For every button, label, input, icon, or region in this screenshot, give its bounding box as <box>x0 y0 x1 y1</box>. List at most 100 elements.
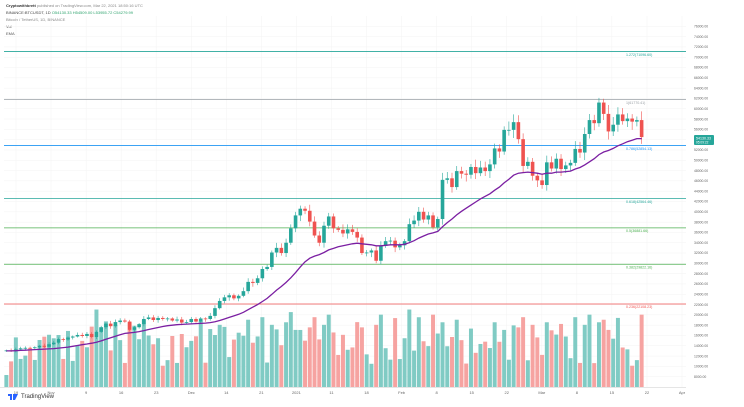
fib-level-label: 0.5(36881.66) <box>626 229 648 233</box>
candle-body <box>360 237 364 254</box>
candle-body <box>184 322 189 323</box>
volume-bar <box>639 314 644 387</box>
y-tick-label: 36000.00 <box>694 231 708 235</box>
ohlc-values: O54130.33 H54509.00 L53955.72 C54279.99 <box>51 10 133 15</box>
volume-bar <box>431 314 436 387</box>
candle-body <box>625 118 630 122</box>
grid-lines <box>4 16 686 387</box>
volume-bar <box>506 359 511 387</box>
volume-bar <box>255 336 260 387</box>
volume-bar <box>165 360 170 387</box>
candle-body <box>56 339 61 343</box>
candle-body <box>549 162 554 169</box>
candle-body <box>70 336 75 338</box>
candle-body <box>23 347 28 349</box>
candle-body <box>322 225 326 243</box>
candle-body <box>156 317 160 321</box>
volume-bar <box>388 359 393 387</box>
author-name[interactable]: Cryptowithbrett <box>6 3 36 8</box>
volume-bar <box>464 363 469 387</box>
y-tick-label: 52000.00 <box>694 148 708 152</box>
candle-body <box>51 342 56 345</box>
candle-body <box>563 165 568 170</box>
volume-bar <box>170 335 175 387</box>
volume-bar <box>549 330 554 387</box>
candle-body <box>260 269 265 279</box>
candle-body <box>161 317 165 319</box>
candle-body <box>104 323 108 328</box>
volume-bar <box>606 329 611 387</box>
candle-body <box>379 245 383 261</box>
y-tick-label: 76000.00 <box>694 25 708 29</box>
volume-bar <box>412 350 417 387</box>
candle-body <box>331 216 336 229</box>
volume-bar <box>137 339 142 387</box>
y-tick-label: 30000.00 <box>694 262 708 266</box>
candle-body <box>559 158 563 170</box>
tradingview-logo[interactable]: TradingView <box>8 393 54 401</box>
candle-body <box>597 102 601 124</box>
candle-body <box>511 122 516 130</box>
candle-body <box>526 161 530 166</box>
volume-bar <box>303 340 308 387</box>
volume-bar <box>66 330 70 387</box>
x-tick-label: 8 <box>436 390 439 395</box>
volume-bar <box>141 319 146 387</box>
candle-body <box>303 208 307 211</box>
candle-body <box>89 333 94 338</box>
y-tick-label: 12000.00 <box>694 354 708 358</box>
fib-level-label: 0.382(29822.16) <box>626 265 652 269</box>
candle-body <box>492 148 497 165</box>
volume-bar <box>231 339 236 387</box>
x-tick-label: 19 <box>14 390 19 395</box>
candle-body <box>232 295 236 299</box>
x-tick-label: 11 <box>329 390 334 395</box>
volume-bars <box>4 309 644 387</box>
candle-body <box>279 247 284 254</box>
volume-bar <box>179 334 184 387</box>
x-tick-label: Nov <box>47 390 54 395</box>
volume-bar <box>260 317 265 387</box>
y-tick-label: 62000.00 <box>694 97 708 101</box>
candle-body <box>639 120 644 138</box>
volume-bar <box>416 317 421 387</box>
volume-bar <box>94 309 99 387</box>
candle-body <box>94 331 99 338</box>
volume-bar <box>326 314 331 387</box>
volume-bar <box>440 322 445 387</box>
volume-bar <box>99 327 104 387</box>
volume-bar <box>23 355 28 387</box>
candle-body <box>85 333 89 336</box>
volume-bar <box>601 319 606 387</box>
volume-bar <box>194 336 198 387</box>
candle-body <box>516 122 521 140</box>
candle-body <box>601 102 606 114</box>
candle-body <box>369 250 374 253</box>
x-tick-label: 23 <box>154 390 159 395</box>
y-tick-label: 70000.00 <box>694 55 708 59</box>
volume-bar <box>127 322 132 387</box>
candle-body <box>170 318 175 321</box>
volume-bar <box>559 323 564 387</box>
volume-bar <box>203 362 208 387</box>
y-tick-label: 8000.00 <box>694 375 706 379</box>
volume-bar <box>502 329 507 387</box>
fib-level-label: 1.272(71096.60) <box>626 53 652 57</box>
candle-body <box>80 334 85 336</box>
candle-body <box>14 349 18 351</box>
volume-bar <box>208 329 213 387</box>
volume-bar <box>511 325 516 387</box>
candle-body <box>61 339 66 340</box>
tradingview-logo-icon <box>8 393 18 401</box>
fib-level-label: 0.786(52854.13) <box>626 147 652 151</box>
volume-bar <box>450 337 454 387</box>
volume-bar <box>454 319 459 387</box>
candle-body <box>146 317 151 319</box>
volume-bar <box>156 338 161 387</box>
candle-body <box>118 320 122 323</box>
candle-body <box>478 167 483 174</box>
volume-bar <box>445 346 450 387</box>
volume-bar <box>407 309 412 387</box>
candle-body <box>127 321 132 330</box>
